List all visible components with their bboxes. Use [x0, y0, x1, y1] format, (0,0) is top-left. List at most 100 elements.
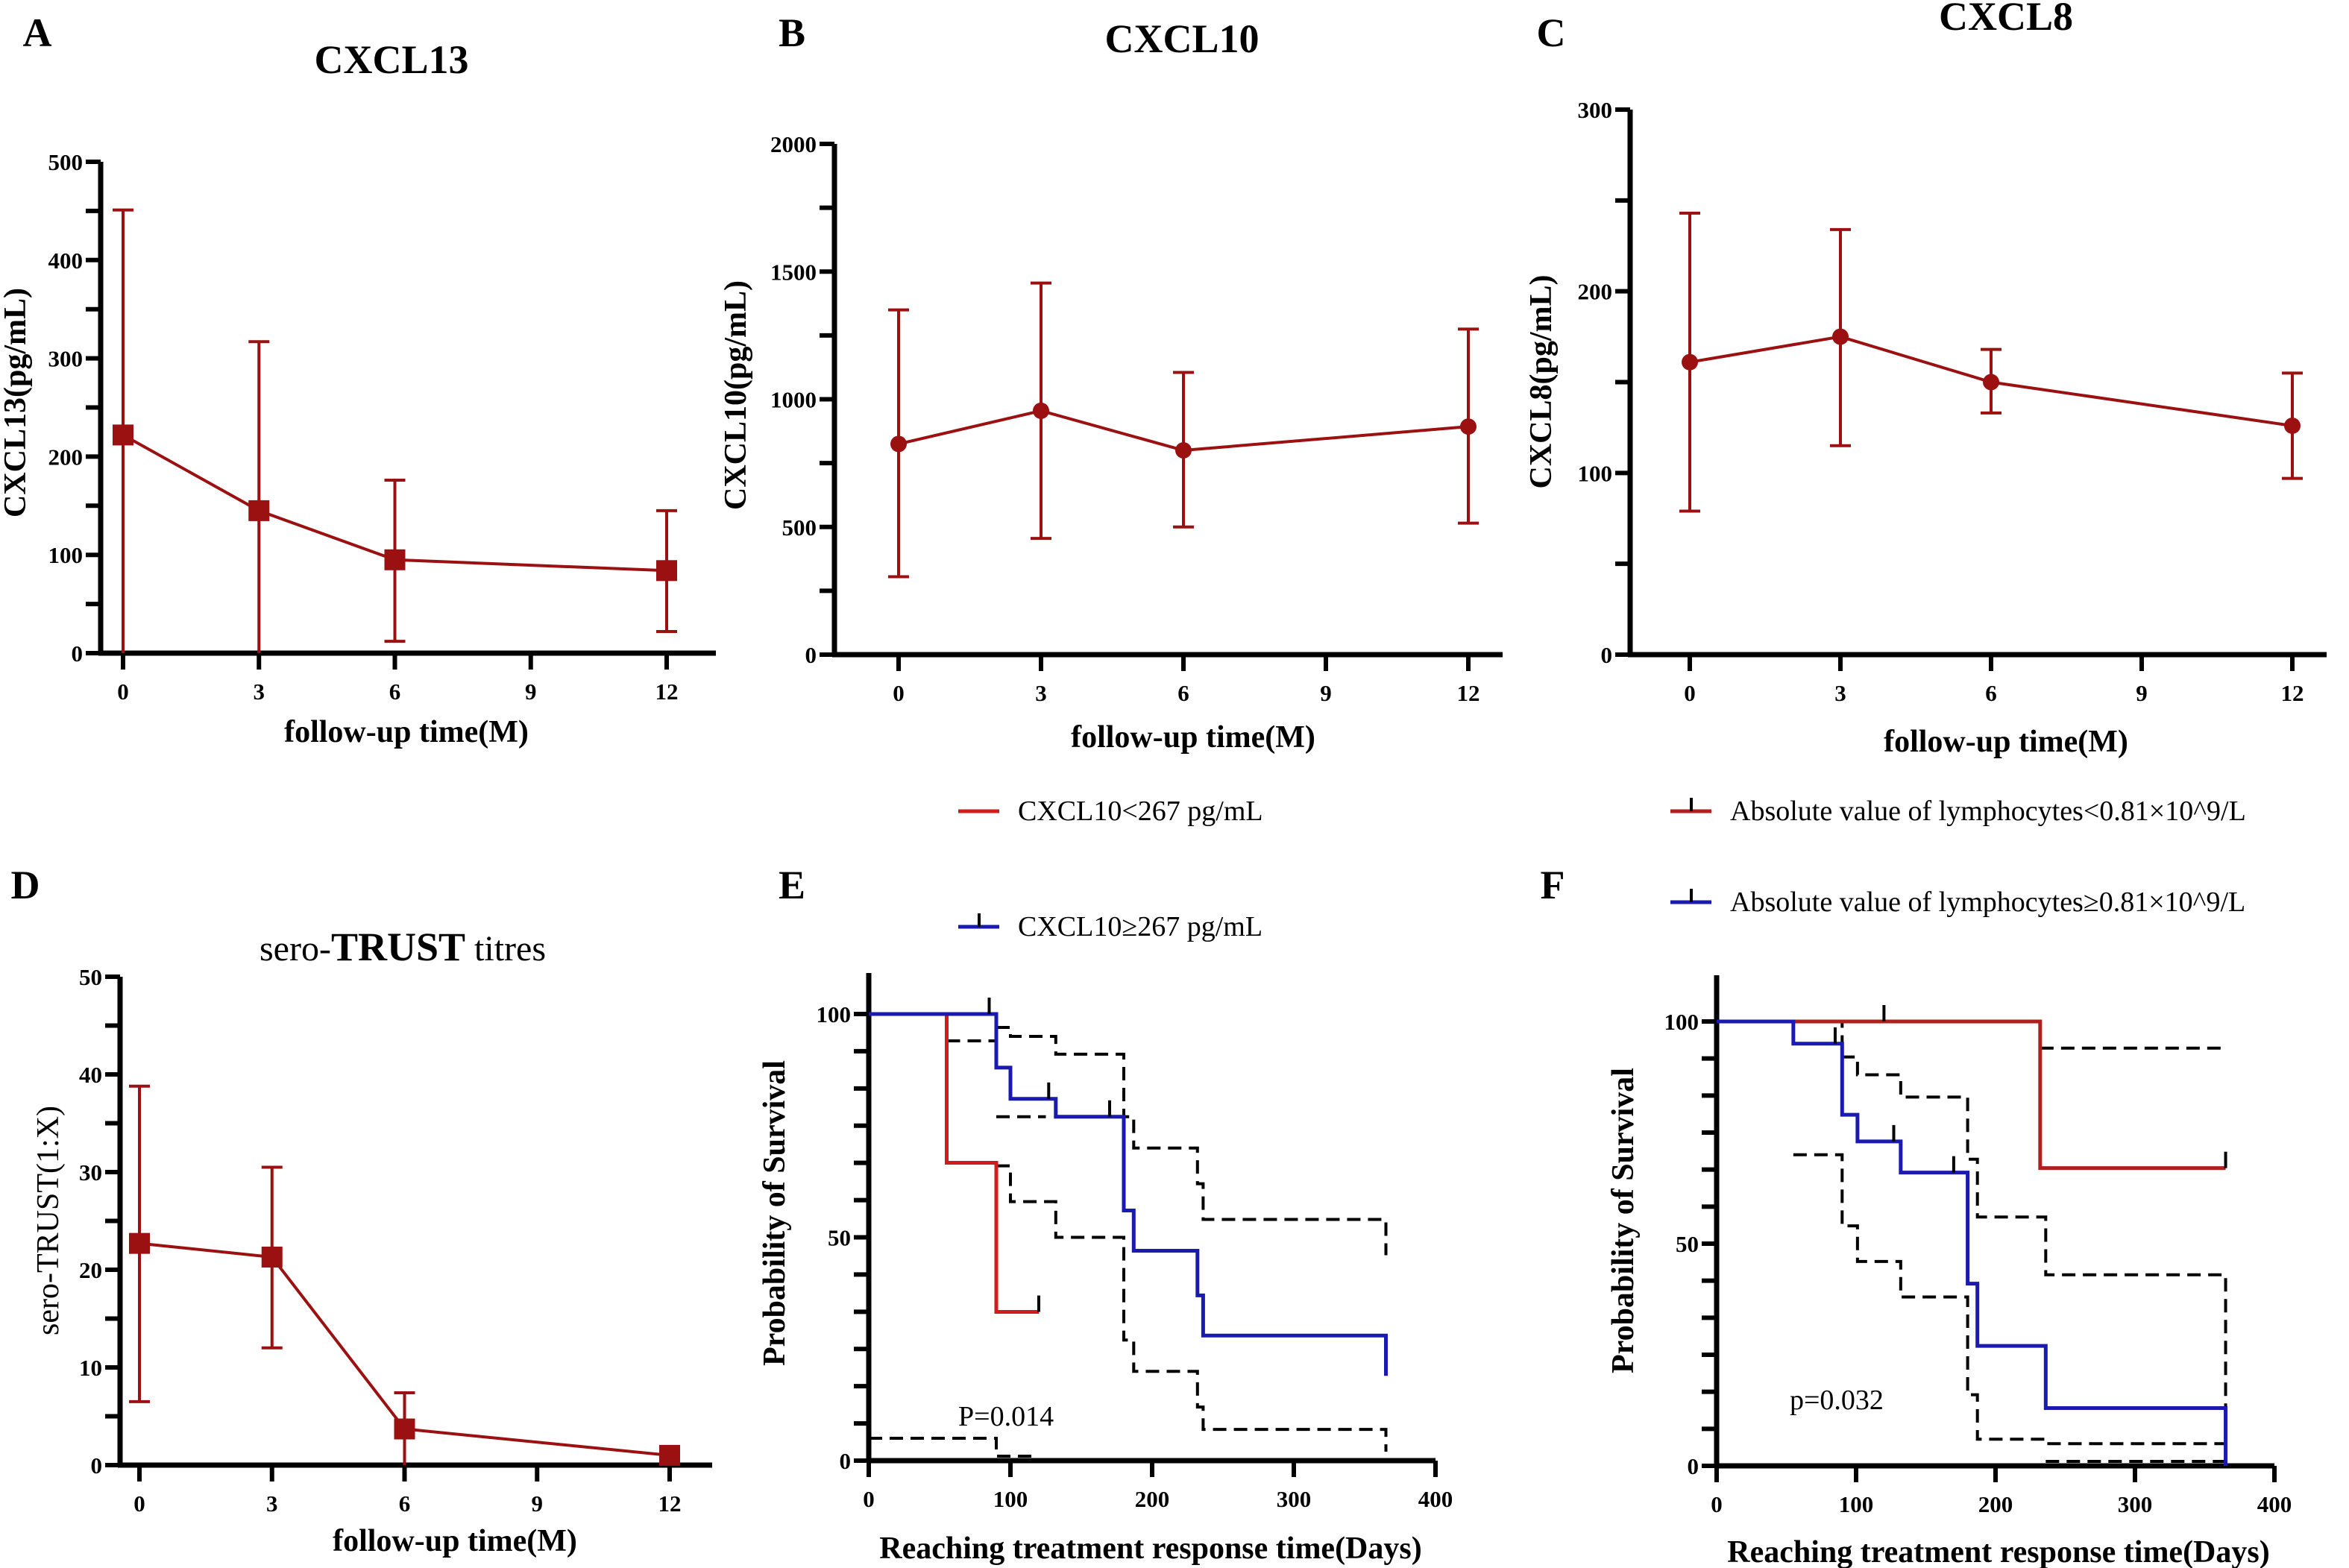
panel-b: B CXCL10 0 500 1000 1500 2000 0 3 6 9 12 follow-up t… — [719, 10, 1503, 755]
x-tick-label: 200 — [1978, 1491, 2013, 1517]
data-point — [1832, 328, 1849, 345]
x-tick-label: 6 — [389, 678, 401, 705]
panel-f: F 0 50 100 0 100 200 300 400 Reaching treatment r… — [1541, 796, 2292, 1568]
y-tick-label: 0 — [805, 642, 817, 668]
x-axis-label: follow-up time(M) — [1884, 725, 2128, 759]
y-tick-label: 100 — [48, 542, 84, 568]
panel-letter: A — [23, 10, 52, 55]
y-tick-label: 200 — [1578, 279, 1613, 305]
title-part: titres — [465, 929, 546, 969]
panel-letter: D — [11, 863, 40, 907]
y-tick-label: 400 — [48, 248, 84, 274]
x-axis-label: follow-up time(M) — [1071, 720, 1315, 755]
y-axis-label: sero-TRUST(1:X) — [31, 1106, 66, 1335]
y-tick-label: 100 — [817, 1001, 852, 1027]
y-axis-label: CXCL13(pg/mL) — [0, 288, 33, 517]
survival-curve — [1717, 1019, 2226, 1171]
y-tick-label: 1500 — [770, 259, 817, 285]
data-point — [1460, 418, 1477, 435]
x-tick-label: 300 — [2118, 1491, 2153, 1517]
panel-letter: B — [779, 10, 805, 55]
x-tick-label: 9 — [525, 678, 537, 705]
chart-title: CXCL8 — [1939, 0, 2073, 39]
chart-title: CXCL13 — [314, 37, 468, 82]
confidence-band — [996, 1025, 1388, 1256]
x-tick-label: 0 — [133, 1490, 145, 1517]
data-point — [1983, 374, 1999, 391]
p-value-annotation: p=0.032 — [1790, 1385, 1884, 1416]
mean-line — [1689, 335, 2293, 427]
data-point — [890, 435, 907, 453]
confidence-band — [1793, 1153, 2226, 1446]
x-tick-label: 3 — [1035, 680, 1047, 706]
panel-c: C CXCL8 0 100 200 300 0 3 6 9 12 follow-up time(M) C… — [1524, 0, 2327, 759]
x-tick-label: 9 — [1320, 680, 1332, 706]
data-point — [248, 500, 270, 521]
x-tick-label: 100 — [1839, 1491, 1874, 1517]
x-tick-label: 3 — [266, 1490, 278, 1517]
data-point — [394, 1418, 415, 1440]
y-tick-label: 20 — [79, 1257, 102, 1283]
x-tick-label: 300 — [1277, 1486, 1312, 1512]
data-point — [659, 1444, 680, 1466]
y-tick-label: 30 — [79, 1159, 102, 1186]
y-tick-label: 500 — [48, 149, 84, 175]
x-tick-label: 200 — [1135, 1486, 1170, 1512]
x-tick-label: 6 — [1177, 680, 1189, 706]
y-tick-label: 300 — [48, 346, 84, 372]
legend-label: CXCL10<267 pg/mL — [1018, 796, 1263, 827]
panel-a: A CXCL13 0 100 200 300 400 500 0 3 6 9 12 follow-up t… — [0, 10, 716, 749]
mean-line — [139, 1241, 670, 1457]
x-tick-label: 12 — [2281, 680, 2304, 706]
legend-label: Absolute value of lymphocytes<0.81×10^9/… — [1730, 796, 2246, 827]
data-point — [1175, 442, 1192, 459]
x-tick-label: 0 — [1684, 680, 1696, 706]
p-value-annotation: P=0.014 — [958, 1401, 1054, 1432]
y-axis-label: CXCL8(pg/mL) — [1524, 274, 1559, 488]
y-tick-label: 10 — [79, 1355, 102, 1381]
x-tick-label: 0 — [117, 678, 129, 705]
y-tick-label: 100 — [1664, 1009, 1699, 1035]
y-tick-label: 100 — [1578, 460, 1613, 486]
data-point — [656, 560, 677, 582]
x-axis-label: follow-up time(M) — [284, 715, 529, 749]
x-tick-label: 400 — [2257, 1491, 2292, 1517]
x-tick-label: 400 — [1418, 1486, 1453, 1512]
confidence-band — [1793, 1020, 2227, 1466]
y-axis-label: Probability of Survival — [758, 1060, 792, 1366]
x-tick-label: 9 — [532, 1490, 544, 1517]
x-tick-label: 12 — [655, 678, 679, 705]
y-tick-label: 50 — [828, 1225, 851, 1251]
x-tick-label: 6 — [399, 1490, 411, 1517]
y-tick-label: 50 — [1676, 1231, 1699, 1257]
y-tick-label: 1000 — [770, 387, 817, 413]
y-tick-label: 40 — [79, 1062, 102, 1088]
title-part: sero- — [260, 929, 331, 969]
x-axis-label: Reaching treatment response time(Days) — [879, 1531, 1421, 1566]
survival-curve — [869, 1012, 1388, 1376]
panel-letter: C — [1537, 10, 1566, 55]
data-point — [1682, 353, 1698, 371]
y-tick-label: 300 — [1578, 97, 1613, 123]
x-tick-label: 9 — [2136, 680, 2148, 706]
x-tick-label: 0 — [1711, 1491, 1723, 1517]
data-point — [113, 424, 133, 446]
y-tick-label: 500 — [782, 514, 817, 541]
panel-letter: F — [1541, 863, 1565, 907]
confidence-band — [869, 1437, 1039, 1458]
chart-title: sero-TRUST titres — [260, 925, 546, 969]
y-tick-label: 0 — [840, 1448, 852, 1474]
data-point — [261, 1246, 283, 1268]
survival-curve — [1717, 1019, 2228, 1466]
y-tick-label: 0 — [1688, 1453, 1699, 1479]
x-axis-label: follow-up time(M) — [333, 1524, 577, 1558]
x-axis-label: Reaching treatment response time(Days) — [1727, 1535, 2269, 1568]
x-tick-label: 12 — [1457, 680, 1480, 706]
confidence-band — [996, 1164, 1388, 1452]
x-tick-label: 3 — [254, 678, 265, 705]
y-axis-label: CXCL10(pg/mL) — [719, 280, 753, 510]
data-point — [384, 549, 406, 570]
x-tick-label: 12 — [658, 1490, 682, 1517]
